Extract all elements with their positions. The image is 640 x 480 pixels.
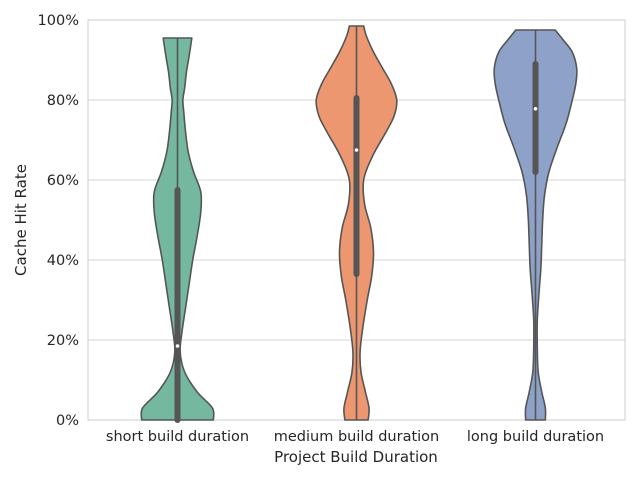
y-axis-ticks: 0% 20% 40% 60% 80% 100% <box>38 13 79 429</box>
y-tick-label: 0% <box>56 413 79 429</box>
x-axis-ticks: short build duration medium build duratio… <box>106 429 604 445</box>
violin-median <box>175 344 180 348</box>
violin-median <box>533 107 538 111</box>
x-tick-label: medium build duration <box>274 429 439 445</box>
violin-series <box>140 25 578 423</box>
y-tick-label: 80% <box>47 93 79 109</box>
x-tick-label: long build duration <box>467 429 604 445</box>
y-axis-label: Cache Hit Rate <box>12 164 30 276</box>
y-tick-label: 20% <box>47 333 79 349</box>
violin-3 <box>493 29 578 421</box>
y-tick-label: 100% <box>38 13 79 29</box>
y-tick-label: 60% <box>47 173 79 189</box>
violin-median <box>354 148 359 152</box>
x-axis-label: Project Build Duration <box>274 448 438 466</box>
violin-2 <box>315 25 398 421</box>
x-tick-label: short build duration <box>106 429 249 445</box>
violin-1 <box>140 37 215 423</box>
y-tick-label: 40% <box>47 253 79 269</box>
